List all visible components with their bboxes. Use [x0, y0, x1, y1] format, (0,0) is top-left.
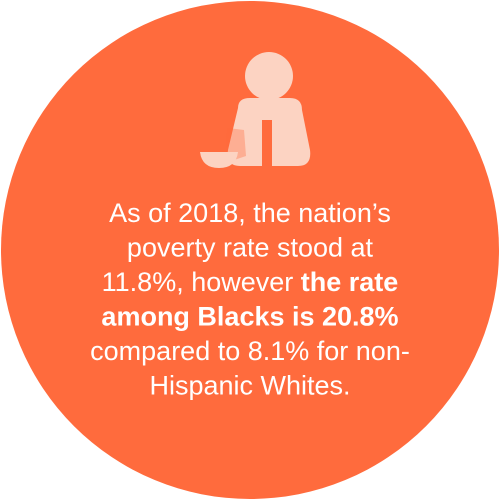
text-segment: poverty rate stood at	[127, 233, 374, 263]
poverty-icon	[200, 52, 311, 168]
text-segment: 11.8%, however	[102, 267, 301, 297]
bold-text: the rate	[301, 267, 399, 297]
text-line: Hispanic Whites.	[149, 371, 350, 401]
text-line: among Blacks is 20.8%	[101, 302, 398, 332]
body-text: As of 2018, the nation’s poverty rate sto…	[90, 198, 410, 401]
text-segment: As of 2018, the nation’s	[109, 198, 391, 228]
text-segment: Hispanic Whites.	[149, 371, 350, 401]
text-line: As of 2018, the nation’s	[109, 198, 391, 228]
text-line: compared to 8.1% for non-	[90, 336, 410, 366]
text-line: poverty rate stood at	[127, 233, 374, 263]
bold-text: among Blacks is 20.8%	[101, 302, 398, 332]
text-line: 11.8%, however the rate	[102, 267, 399, 297]
text-segment: compared to 8.1% for non-	[90, 336, 410, 366]
